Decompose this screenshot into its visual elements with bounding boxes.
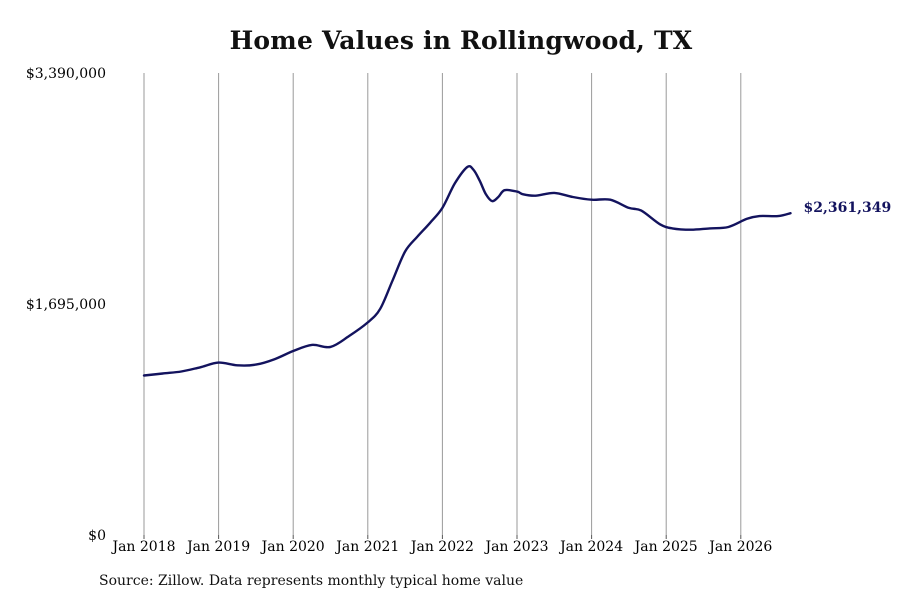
- x-tick-label: Jan 2022: [409, 539, 474, 555]
- x-tick-label: Jan 2020: [260, 539, 325, 555]
- x-tick-label: Jan 2025: [633, 539, 698, 555]
- x-tick-label: Jan 2021: [334, 539, 399, 555]
- y-tick-label: $1,695,000: [26, 297, 106, 313]
- x-tick-label: Jan 2024: [558, 539, 623, 555]
- x-tick-label: Jan 2019: [185, 539, 250, 555]
- series-line: [142, 165, 792, 377]
- y-axis-ticks: $0 $1,695,000 $3,390,000: [26, 66, 106, 544]
- x-axis-ticks: Jan 2018 Jan 2019 Jan 2020 Jan 2021 Jan 2022…: [110, 535, 772, 555]
- chart-title: Home Values in Rollingwood, TX: [229, 26, 693, 55]
- x-tick-label: Jan 2018: [110, 539, 175, 555]
- x-tick-label: Jan 2023: [483, 539, 548, 555]
- grid-lines: [143, 73, 742, 535]
- y-tick-label: $3,390,000: [26, 66, 106, 82]
- y-tick-label: $0: [88, 528, 106, 544]
- end-value-label: $2,361,349: [804, 200, 892, 216]
- x-tick-label: Jan 2026: [707, 539, 772, 555]
- source-note: Source: Zillow. Data represents monthly …: [99, 573, 524, 589]
